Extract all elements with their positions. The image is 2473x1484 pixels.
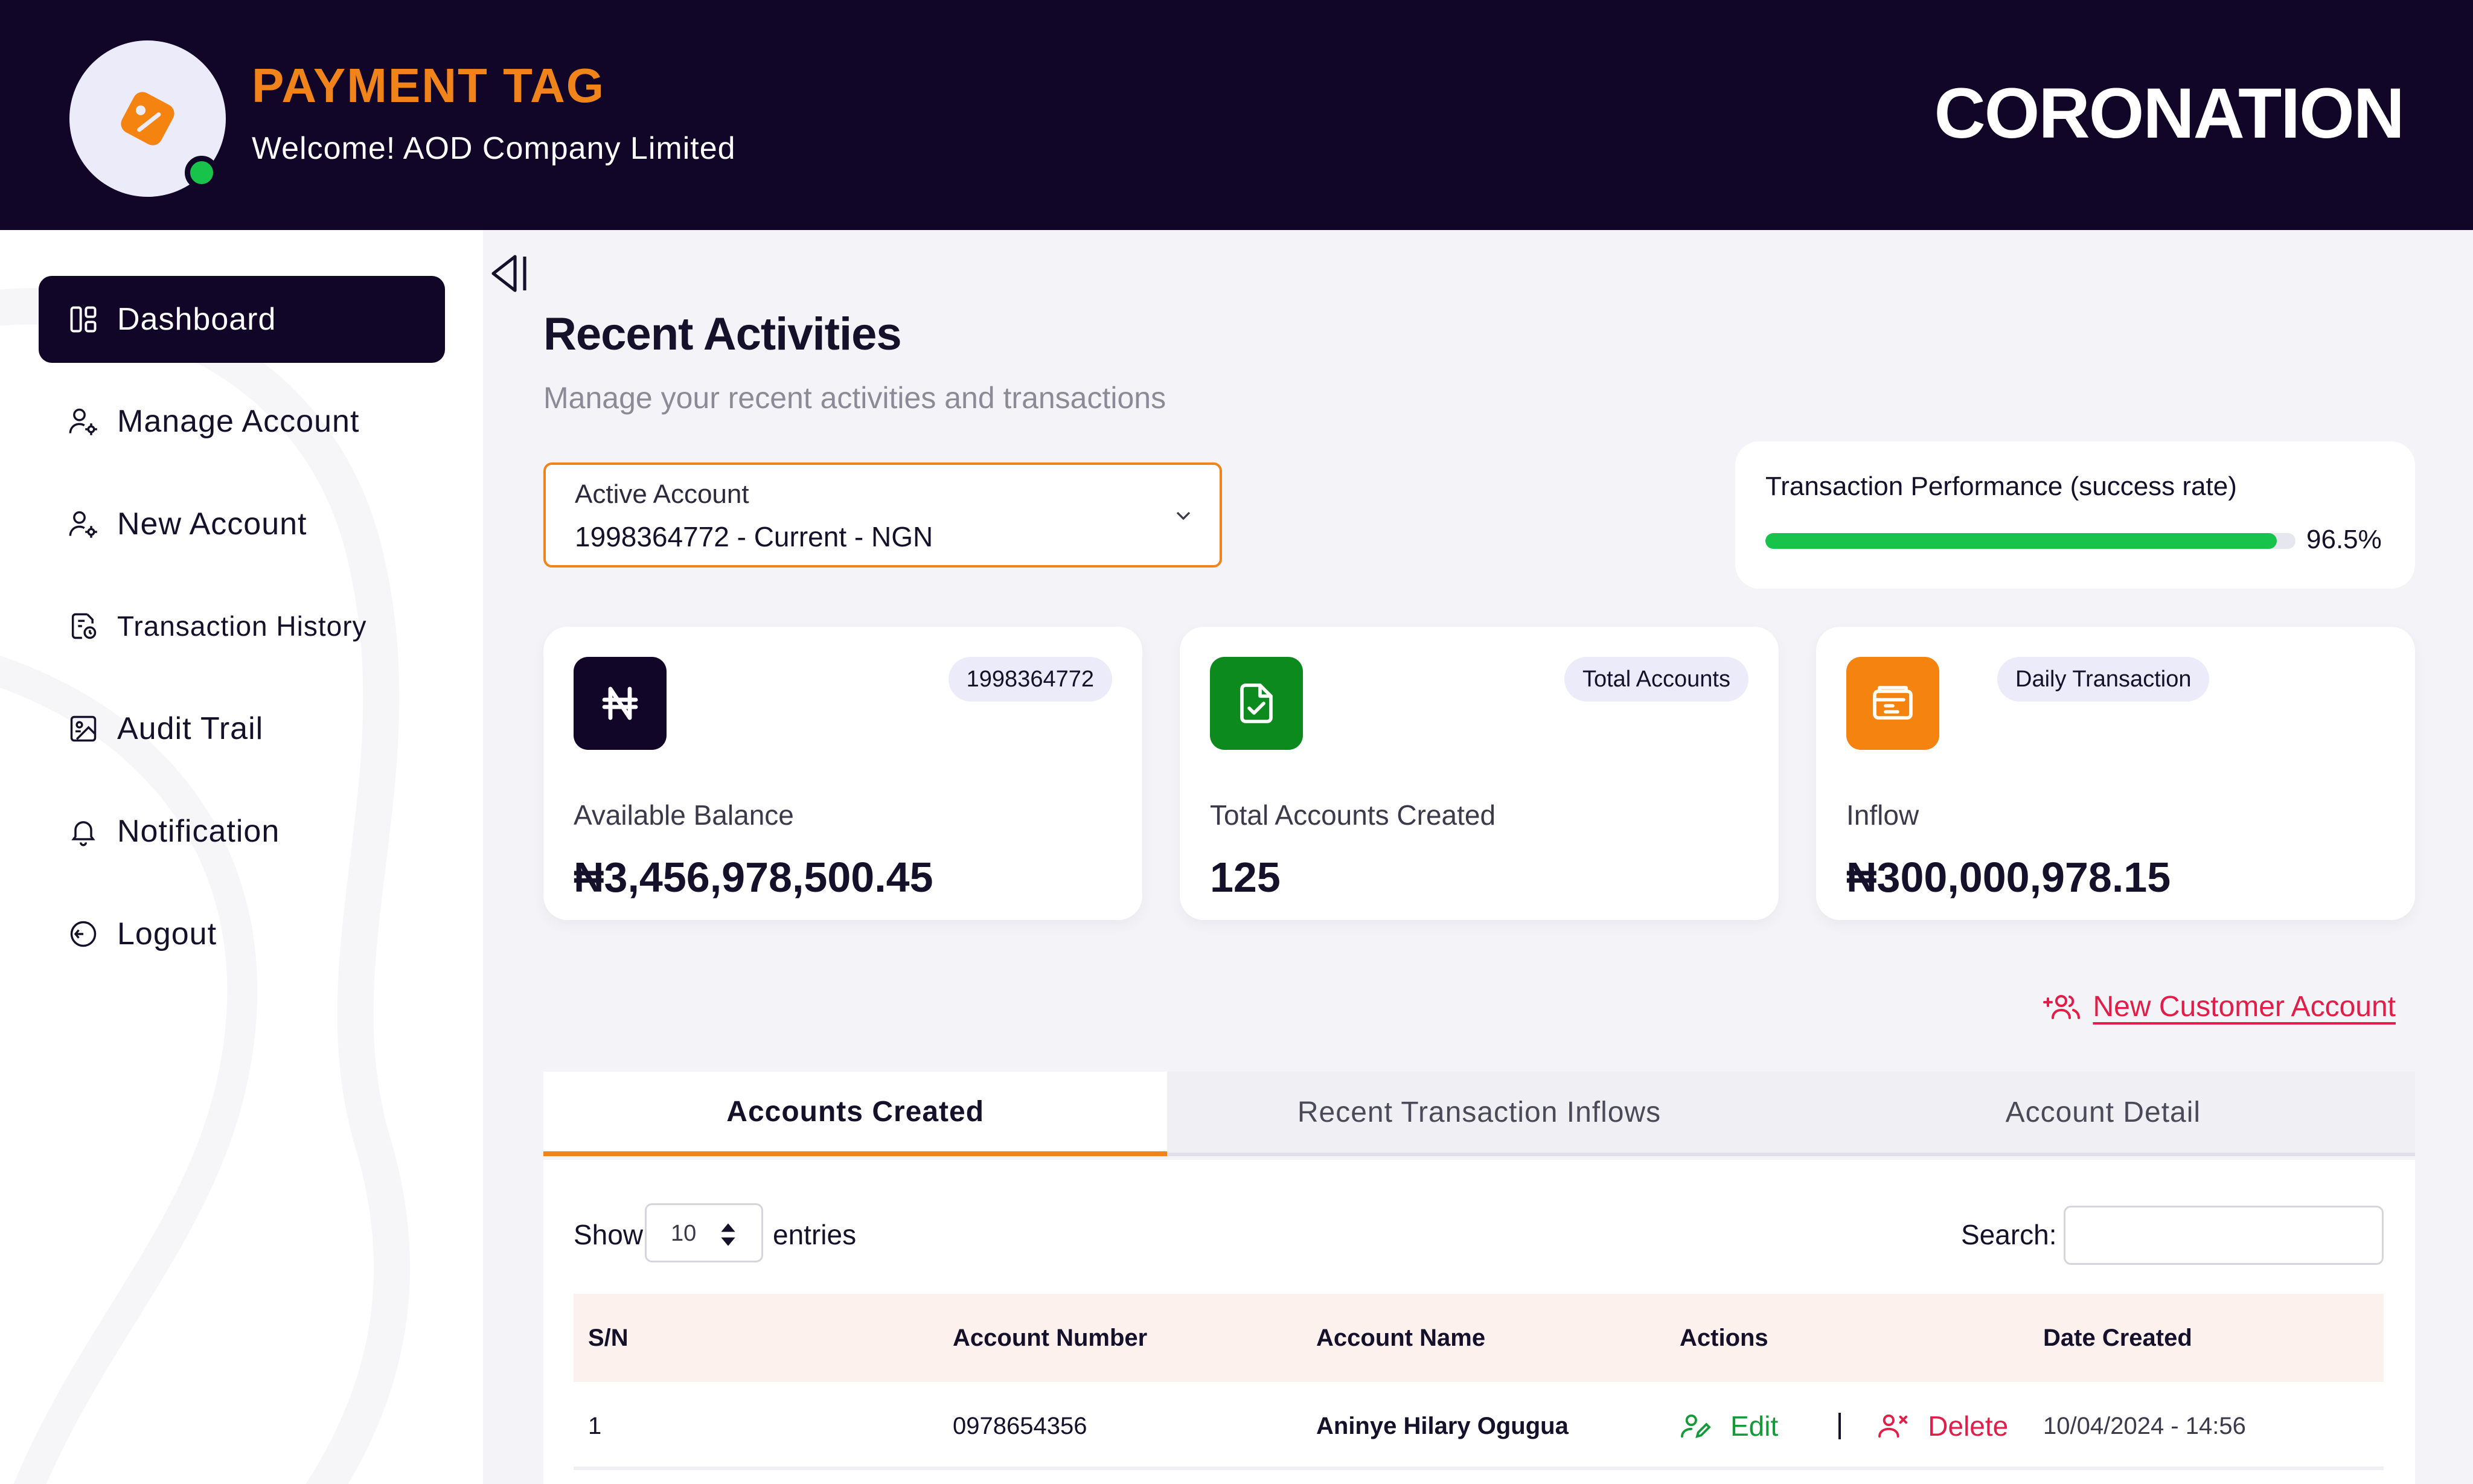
online-status-dot: [185, 156, 219, 190]
inflow-card: Daily Transaction Inflow ₦300,000,978.15: [1816, 627, 2415, 920]
transaction-performance-card: Transaction Performance (success rate) 9…: [1735, 441, 2415, 589]
audit-image-icon: [68, 713, 99, 744]
sidebar-item-transaction-history[interactable]: Transaction History: [39, 583, 445, 670]
performance-progress-track: [1765, 533, 2295, 549]
wallet-icon: [1846, 657, 1939, 750]
sidebar-item-label: Audit Trail: [117, 711, 264, 746]
performance-label: Transaction Performance (success rate): [1765, 472, 2237, 501]
user-gear-icon: [68, 406, 99, 437]
sidebar-item-dashboard[interactable]: Dashboard: [39, 276, 445, 363]
brand-title: PAYMENT TAG: [252, 59, 606, 112]
bank-logo-text: CORONATION: [1934, 74, 2405, 153]
welcome-message: Welcome! AOD Company Limited: [252, 131, 736, 166]
row-date-created: 10/04/2024 - 14:56: [2043, 1412, 2246, 1439]
tab-recent-transaction-inflows[interactable]: Recent Transaction Inflows: [1297, 1096, 1662, 1128]
tab-account-detail[interactable]: Account Detail: [2005, 1096, 2201, 1128]
sidebar-item-label: Manage Account: [117, 404, 360, 439]
total-accounts-card: Total Accounts Total Accounts Created 12…: [1180, 627, 1779, 920]
collapse-sidebar-button[interactable]: [483, 248, 537, 299]
daily-transaction-chip: Daily Transaction: [1997, 657, 2210, 702]
action-divider: [1838, 1413, 1841, 1439]
new-customer-account-label: New Customer Account: [2093, 991, 2396, 1023]
stat-value: ₦3,456,978,500.45: [574, 854, 933, 901]
sidebar-item-label: Notification: [117, 814, 280, 849]
price-tag-icon: [121, 92, 174, 146]
delete-label: Delete: [1928, 1410, 2009, 1442]
entries-value: 10: [671, 1221, 697, 1246]
performance-value: 96.5%: [2306, 525, 2382, 554]
performance-progress-fill: [1765, 533, 2277, 549]
available-balance-card: 1998364772 Available Balance ₦3,456,978,…: [543, 627, 1142, 920]
page-title: Recent Activities: [543, 309, 902, 360]
column-header-account-number[interactable]: Account Number: [953, 1324, 1148, 1351]
page-subtitle: Manage your recent activities and transa…: [543, 381, 1166, 415]
logout-icon: [68, 918, 99, 950]
sidebar-item-audit-trail[interactable]: Audit Trail: [39, 685, 445, 772]
collapse-arrow-icon: [491, 254, 526, 292]
chevron-down-icon: [1176, 511, 1191, 520]
table-header-row: S/N Account Number Account Name Actions …: [574, 1294, 2384, 1382]
add-users-icon: [2043, 994, 2081, 1019]
total-accounts-chip: Total Accounts: [1564, 657, 1748, 702]
top-header: PAYMENT TAG Welcome! AOD Company Limited…: [0, 0, 2473, 230]
sidebar-item-logout[interactable]: Logout: [39, 891, 445, 977]
user-edit-icon: [1681, 1414, 1711, 1439]
stat-label: Total Accounts Created: [1210, 799, 1496, 831]
sidebar: Dashboard Manage Account New Account Tra…: [0, 230, 483, 1484]
table-row: 1 0978654356 Aninye Hilary Ogugua Edit D…: [574, 1382, 2384, 1470]
row-account-name: Aninye Hilary Ogugua: [1316, 1412, 1569, 1439]
active-account-value: 1998364772 - Current - NGN: [575, 521, 933, 552]
stat-value: 125: [1210, 854, 1281, 901]
sidebar-item-label: Logout: [117, 916, 217, 951]
app-logo: [69, 40, 226, 197]
delete-button[interactable]: Delete: [1877, 1410, 2008, 1442]
edit-label: Edit: [1730, 1410, 1779, 1442]
clock-document-icon: [68, 610, 99, 642]
user-remove-icon: [1878, 1414, 1908, 1438]
search-input[interactable]: [2064, 1206, 2384, 1265]
sidebar-item-notification[interactable]: Notification: [39, 788, 445, 875]
stat-value: ₦300,000,978.15: [1846, 854, 2171, 901]
sidebar-item-label: Dashboard: [117, 302, 277, 337]
naira-icon: [574, 657, 667, 750]
sidebar-item-manage-account[interactable]: Manage Account: [39, 378, 445, 465]
sidebar-item-label: Transaction History: [117, 610, 367, 642]
tab-accounts-created[interactable]: Accounts Created: [543, 1072, 1168, 1156]
accounts-table-panel: Show 10 entries Search: S/N Account Numb…: [543, 1160, 2415, 1484]
row-account-number: 0978654356: [953, 1412, 1087, 1439]
entries-per-page-select[interactable]: 10: [645, 1203, 763, 1262]
user-gear-icon: [68, 508, 99, 540]
sidebar-item-label: New Account: [117, 507, 307, 542]
activity-tabs: Accounts Created Recent Transaction Infl…: [543, 1072, 2415, 1156]
dashboard-icon: [68, 304, 99, 335]
column-header-account-name[interactable]: Account Name: [1316, 1324, 1486, 1351]
account-number-chip: 1998364772: [948, 657, 1112, 702]
row-sn: 1: [588, 1412, 602, 1439]
search-label: Search:: [1961, 1219, 2057, 1250]
row-actions: Edit Delete: [1680, 1382, 2008, 1470]
stat-label: Inflow: [1846, 799, 1919, 831]
column-header-date-created[interactable]: Date Created: [2043, 1324, 2192, 1351]
bell-icon: [68, 816, 99, 847]
edit-button[interactable]: Edit: [1680, 1410, 1778, 1442]
document-check-icon: [1210, 657, 1303, 750]
show-label: Show: [574, 1219, 644, 1250]
sort-arrows-icon: [721, 1223, 735, 1246]
column-header-sn[interactable]: S/N: [588, 1324, 629, 1351]
stat-label: Available Balance: [574, 799, 794, 831]
active-account-select[interactable]: Active Account 1998364772 - Current - NG…: [543, 462, 1222, 568]
entries-label: entries: [773, 1219, 857, 1250]
new-customer-account-link[interactable]: New Customer Account: [2043, 990, 2396, 1023]
column-header-actions: Actions: [1680, 1324, 1768, 1351]
active-account-label: Active Account: [575, 479, 749, 509]
sidebar-item-new-account[interactable]: New Account: [39, 481, 445, 568]
